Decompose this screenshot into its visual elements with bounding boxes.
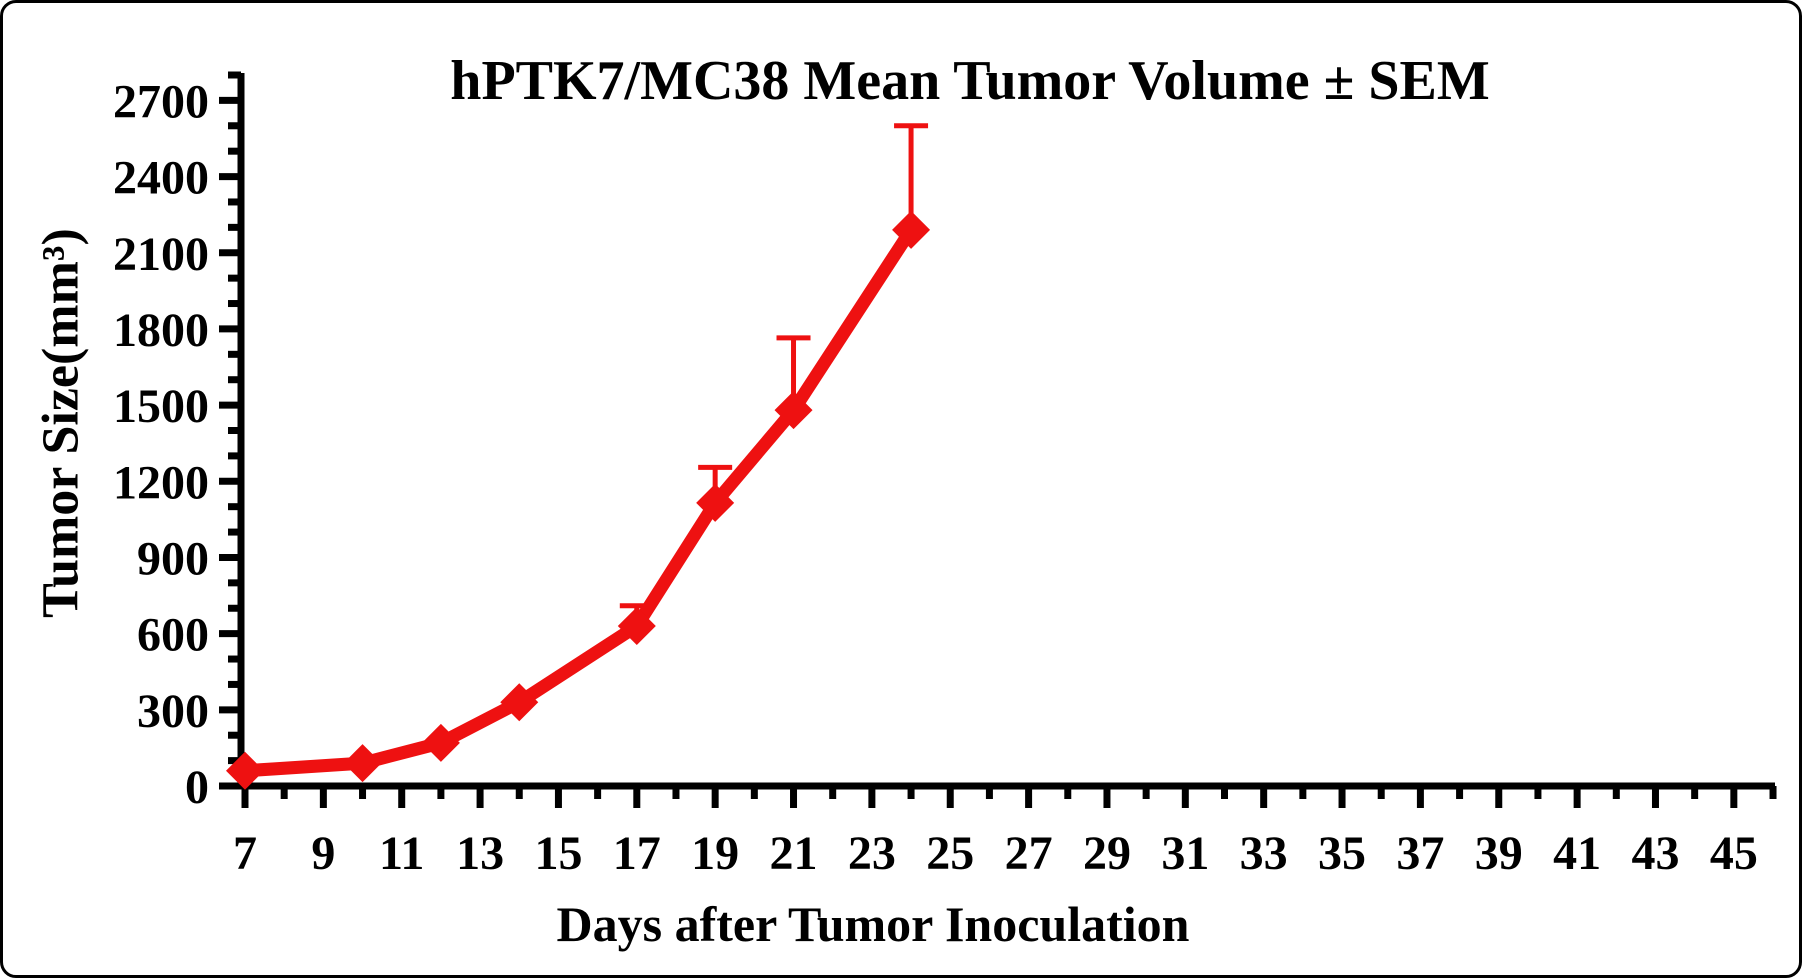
x-tick-label: 11 xyxy=(379,827,424,880)
x-tick-label: 37 xyxy=(1396,827,1444,880)
x-tick-label: 35 xyxy=(1318,827,1366,880)
plot-area: 7 9 11 13 15 17 19 21 23 25 27 29 31 33 35 37 39 41 43 45 0 3… xyxy=(113,71,1777,880)
data-point-marker xyxy=(774,391,813,430)
x-tick-label: 7 xyxy=(233,827,257,880)
x-tick-label: 9 xyxy=(311,827,335,880)
x-tick-label: 29 xyxy=(1083,827,1131,880)
data-point-marker xyxy=(500,683,539,722)
data-point-marker xyxy=(892,210,931,249)
x-tick-label: 15 xyxy=(534,827,582,880)
x-tick-label: 39 xyxy=(1475,827,1523,880)
x-tick-label: 45 xyxy=(1710,827,1758,880)
chart-title: hPTK7/MC38 Mean Tumor Volume ± SEM xyxy=(450,50,1490,112)
data-point-marker xyxy=(226,751,264,790)
data-point-marker xyxy=(617,607,656,646)
x-tick-label: 27 xyxy=(1005,827,1053,880)
series-line xyxy=(244,226,917,778)
x-tick-label: 23 xyxy=(848,827,896,880)
y-tick-label: 1500 xyxy=(113,380,209,433)
y-tick-label: 0 xyxy=(185,761,209,814)
y-tick-label: 1800 xyxy=(113,304,209,357)
x-tick-label: 19 xyxy=(691,827,739,880)
data-point-marker xyxy=(343,744,382,783)
x-tick-label: 13 xyxy=(456,827,504,880)
x-tick-label: 21 xyxy=(770,827,818,880)
x-tick-label: 25 xyxy=(926,827,974,880)
x-tick-label: 43 xyxy=(1631,827,1679,880)
y-tick-label: 1200 xyxy=(113,456,209,509)
y-tick-label: 300 xyxy=(137,685,209,738)
y-tick-label: 600 xyxy=(137,609,209,662)
y-tick-label: 900 xyxy=(137,532,209,585)
x-axis-label: Days after Tumor Inoculation xyxy=(556,896,1190,952)
x-tick-label: 41 xyxy=(1553,827,1601,880)
data-point-marker xyxy=(421,723,460,762)
data-point-marker xyxy=(696,483,735,522)
x-tick-label: 31 xyxy=(1161,827,1209,880)
x-tick-label: 33 xyxy=(1240,827,1288,880)
y-tick-label: 2400 xyxy=(113,152,209,205)
y-tick-label: 2700 xyxy=(113,75,209,128)
y-tick-label: 2100 xyxy=(113,228,209,281)
x-tick-label: 17 xyxy=(613,827,661,880)
